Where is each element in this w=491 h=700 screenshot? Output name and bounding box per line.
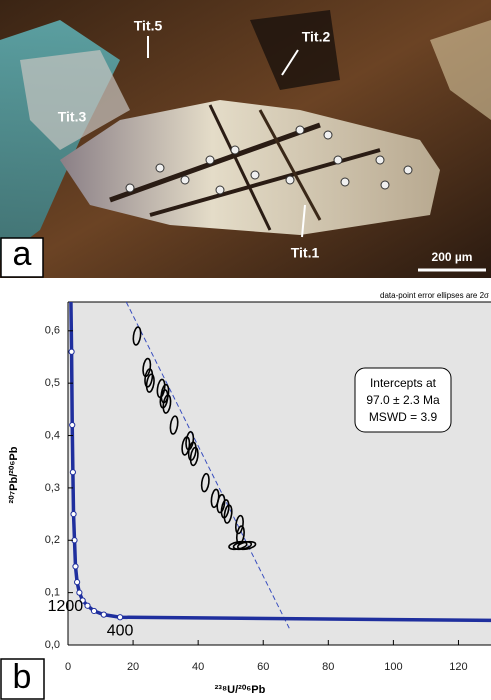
annotation: 97.0 ± 2.3 Ma	[366, 393, 440, 407]
photo-label: Tit.3	[58, 109, 87, 125]
y-tick-label: 0,0	[45, 639, 60, 651]
subtitle: data-point error ellipses are 2σ	[380, 291, 489, 300]
y-tick-label: 0,2	[45, 534, 60, 546]
plot-data	[68, 302, 491, 629]
concordia-age-marker	[74, 579, 81, 586]
concordia-age-marker	[68, 348, 75, 355]
concordia-age-marker	[90, 607, 98, 615]
concordia-age-marker	[100, 611, 107, 618]
x-tick-label: 80	[322, 661, 334, 673]
concordia-age-marker	[72, 563, 79, 570]
y-tick-label: 0,1	[45, 587, 60, 599]
data-ellipse	[236, 540, 257, 551]
photo-label: Tit.5	[134, 18, 163, 34]
y-tick-label: 0,4	[45, 429, 60, 441]
y-axis-label: ²⁰⁷Pb/²⁰⁶Pb	[8, 446, 20, 503]
discordia-line	[125, 302, 290, 629]
data-ellipse	[160, 383, 170, 404]
age-label: 1200	[48, 598, 84, 615]
annotation: MSWD = 3.9	[369, 410, 438, 424]
concordia-age-marker	[79, 597, 86, 604]
data-ellipse	[234, 514, 244, 535]
data-ellipse	[169, 415, 179, 435]
x-tick-label: 0	[65, 661, 71, 673]
x-tick-label: 100	[384, 661, 402, 673]
concordia-age-marker	[76, 589, 83, 596]
data-ellipse	[223, 504, 233, 524]
age-label: 400	[107, 622, 134, 639]
y-tick-label: 0,5	[45, 377, 60, 389]
plot	[67, 301, 491, 646]
y-tick-label: 0,6	[45, 325, 60, 337]
concordia-age-marker	[70, 510, 77, 518]
concordia-age-marker	[69, 469, 76, 476]
data-ellipse	[156, 378, 166, 399]
concordia-age-marker	[84, 602, 91, 609]
annotation: Intercepts at	[370, 376, 437, 390]
photo-label: Tit.2	[302, 29, 331, 45]
x-tick-label: 40	[192, 661, 204, 673]
x-tick-label: 60	[257, 661, 269, 673]
photo-label: Tit.1	[291, 245, 320, 261]
scale-bar-label: 200 µm	[432, 250, 473, 264]
data-ellipse	[189, 446, 199, 467]
data-ellipse	[145, 373, 155, 393]
x-tick-label: 20	[127, 661, 139, 673]
panel-label: b	[13, 658, 32, 696]
x-tick-label: 120	[449, 661, 467, 673]
photo: Tit.5 Tit.2 Tit.3 Tit.1 200 µm a	[0, 0, 491, 278]
data-ellipse	[216, 493, 226, 514]
concordia-age-marker	[69, 421, 76, 429]
y-tick-label: 0,3	[45, 482, 60, 494]
data-ellipse	[200, 472, 210, 493]
concordia-age-marker	[116, 614, 124, 621]
panel-label: a	[13, 235, 32, 273]
data-ellipse	[132, 326, 142, 346]
x-axis-label: ²³⁸U/²⁰⁶Pb	[215, 684, 266, 696]
